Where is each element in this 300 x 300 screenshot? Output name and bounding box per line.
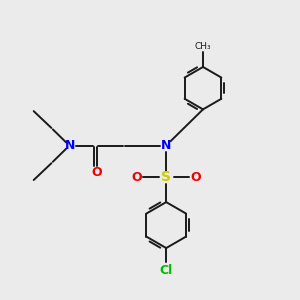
Text: Cl: Cl	[160, 264, 173, 277]
Text: N: N	[161, 139, 171, 152]
Text: O: O	[92, 167, 102, 179]
Text: O: O	[190, 171, 201, 184]
Text: O: O	[131, 171, 142, 184]
Text: N: N	[65, 139, 76, 152]
Text: S: S	[161, 170, 171, 184]
Text: CH₃: CH₃	[195, 42, 211, 51]
